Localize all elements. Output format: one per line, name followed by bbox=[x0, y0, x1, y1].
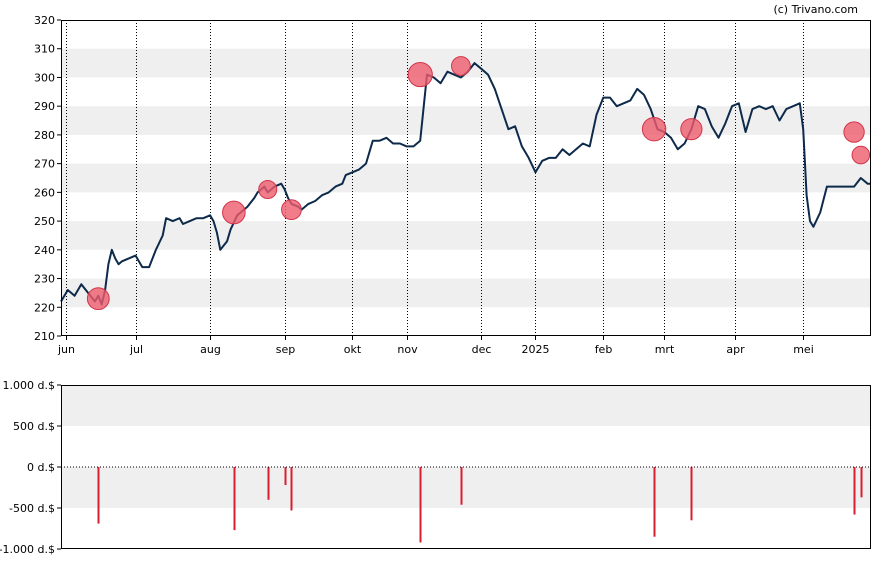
price-line bbox=[60, 62, 871, 306]
volume-bands bbox=[61, 385, 871, 508]
insider-bubble bbox=[680, 118, 703, 141]
axes bbox=[57, 19, 871, 550]
price-band bbox=[61, 221, 871, 250]
insider-bubble bbox=[407, 61, 433, 88]
price-band bbox=[61, 278, 871, 308]
price-y-tick-label: 230 bbox=[34, 273, 55, 286]
price-y-tick-label: 210 bbox=[34, 330, 55, 343]
price-band bbox=[61, 163, 871, 193]
volume-y-tick-label: 500 d.$ bbox=[13, 420, 55, 433]
x-tick-label: jul bbox=[129, 343, 143, 356]
volume-band bbox=[61, 385, 871, 426]
x-tick-label: feb bbox=[595, 343, 613, 356]
insider-bubble bbox=[281, 199, 302, 221]
insider-bubble bbox=[222, 200, 246, 225]
volume-y-tick-label: -500 d.$ bbox=[9, 502, 55, 515]
price-y-tick-label: 280 bbox=[34, 129, 55, 142]
volume-y-tick-label: -1.000 d.$ bbox=[0, 543, 55, 556]
volume-y-tick-label: 1.000 d.$ bbox=[3, 379, 55, 392]
x-tick-label: sep bbox=[276, 343, 295, 356]
volume-y-tick-label: 0 d.$ bbox=[27, 461, 55, 474]
insider-bubble bbox=[258, 179, 278, 199]
volume-y-tick-labels: -1.000 d.$ -500 d.$ 0 d.$ 500 d.$ 1.000 d.$ bbox=[0, 379, 55, 556]
insider-bubbles bbox=[86, 56, 871, 311]
x-tick-labels: jun jul aug sep okt nov dec 2025 feb mrt apr mei bbox=[57, 343, 814, 356]
price-y-tick-label: 300 bbox=[34, 71, 55, 84]
price-y-tick-label: 270 bbox=[34, 158, 55, 171]
x-tick-label: jun bbox=[57, 343, 75, 356]
x-tick-label: okt bbox=[344, 343, 362, 356]
insider-bubble bbox=[641, 116, 667, 142]
price-y-tick-label: 310 bbox=[34, 43, 55, 56]
price-y-tick-label: 220 bbox=[34, 301, 55, 314]
x-tick-label: apr bbox=[726, 343, 745, 356]
price-y-tick-label: 290 bbox=[34, 100, 55, 113]
price-frame bbox=[61, 20, 871, 336]
price-y-tick-labels: 210 220 230 240 250 260 270 280 290 300 310 320 bbox=[34, 14, 55, 343]
insider-bubble bbox=[451, 56, 471, 76]
insider-bars bbox=[97, 467, 863, 543]
x-tick-label: mei bbox=[793, 343, 814, 356]
x-tick-label: mrt bbox=[655, 343, 675, 356]
x-tick-label: 2025 bbox=[522, 343, 550, 356]
insider-bubble bbox=[843, 121, 865, 143]
volume-band bbox=[61, 467, 871, 508]
price-y-tick-label: 320 bbox=[34, 14, 55, 27]
x-tick-label: dec bbox=[472, 343, 492, 356]
price-series bbox=[60, 62, 871, 306]
price-y-tick-label: 240 bbox=[34, 244, 55, 257]
price-y-tick-label: 260 bbox=[34, 186, 55, 199]
credit-text: (c) Trivano.com bbox=[773, 3, 858, 16]
x-tick-label: nov bbox=[397, 343, 418, 356]
x-tick-label: aug bbox=[200, 343, 221, 356]
insider-bubble bbox=[86, 287, 110, 311]
price-y-tick-label: 250 bbox=[34, 215, 55, 228]
price-bands bbox=[61, 48, 871, 308]
insider-bubble bbox=[851, 145, 871, 165]
